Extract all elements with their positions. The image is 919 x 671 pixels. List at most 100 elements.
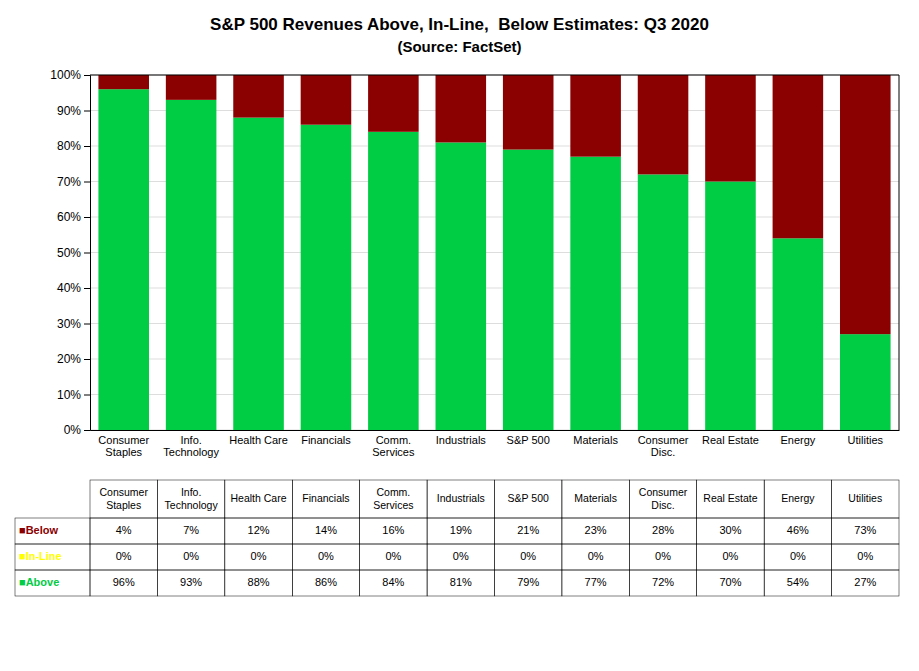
bar (98, 75, 149, 89)
tick: 80% (57, 139, 90, 153)
table-value: 0% (655, 550, 671, 562)
table-cell (427, 570, 494, 596)
bar (570, 75, 621, 157)
table-value: 54% (787, 576, 809, 588)
bar (705, 182, 756, 431)
tick: Materials (573, 434, 618, 446)
table-header: Real Estate (703, 492, 757, 504)
tick: 30% (57, 317, 90, 331)
y-axis: 0%10%20%30%40%50%60%70%80%90%100% (50, 68, 90, 437)
tick: 50% (57, 246, 90, 260)
tick: Comm.Services (372, 434, 415, 459)
table-value: 28% (652, 524, 674, 536)
table-cell (427, 518, 494, 544)
tick-label: S&P 500 (507, 434, 550, 446)
bar (368, 132, 419, 430)
table-value: 73% (854, 524, 876, 536)
bar (503, 150, 554, 430)
bar (503, 75, 554, 150)
table-value: 0% (183, 550, 199, 562)
table-value: 0% (588, 550, 604, 562)
tick: 70% (57, 175, 90, 189)
table-header: Financials (302, 492, 349, 504)
table-value: 77% (585, 576, 607, 588)
table-cell (15, 544, 90, 570)
table-value: 23% (585, 524, 607, 536)
table-cell (562, 518, 629, 544)
table-header: Comm.Services (373, 485, 413, 510)
bar (840, 75, 891, 334)
tick-label: 30% (57, 317, 81, 331)
table-value: 96% (113, 576, 135, 588)
tick: 10% (57, 388, 90, 402)
table-cell (697, 518, 764, 544)
subtitle: (Source: FactSet) (397, 38, 521, 55)
table-cell (90, 544, 157, 570)
tick: 100% (50, 68, 90, 82)
table-cell (292, 518, 359, 544)
table-cell (832, 480, 899, 518)
bar (773, 238, 824, 430)
table-cell (225, 570, 292, 596)
table-cell (157, 518, 224, 544)
table-row-label: ■In-Line (19, 550, 62, 562)
table-row-label: ■Above (19, 576, 59, 588)
table-cell (90, 480, 157, 518)
tick-mark (84, 75, 90, 76)
tick: S&P 500 (507, 434, 550, 446)
table-value: 93% (180, 576, 202, 588)
table: ConsumerStaplesInfo.TechnologyHealth Car… (15, 480, 899, 596)
bar (638, 75, 689, 174)
grid-line (90, 75, 899, 76)
chart: S&P 500 Revenues Above, In-Line, Below E… (0, 0, 919, 671)
bar (570, 157, 621, 430)
tick: Info.Technology (163, 434, 219, 459)
bar (233, 118, 284, 430)
tick-label: Energy (780, 434, 815, 446)
table-value: 4% (116, 524, 132, 536)
table-cell (562, 544, 629, 570)
table-cell (697, 570, 764, 596)
bar (436, 142, 487, 430)
table-cell (495, 570, 562, 596)
table-cell (832, 544, 899, 570)
table-value: 81% (450, 576, 472, 588)
table-value: 0% (723, 550, 739, 562)
table-row-label: ■Below (19, 524, 58, 536)
table-cell (562, 570, 629, 596)
tick-label: 10% (57, 388, 81, 402)
table-cell (764, 480, 831, 518)
table-cell (360, 544, 427, 570)
tick-label: 70% (57, 175, 81, 189)
frame (899, 75, 900, 430)
table-header: Materials (574, 492, 617, 504)
tick-mark (84, 359, 90, 360)
table-value: 0% (251, 550, 267, 562)
table-cell (495, 544, 562, 570)
tick-label: Comm.Services (372, 434, 415, 459)
tick-mark (84, 217, 90, 218)
table-cell (292, 544, 359, 570)
table-cell (360, 480, 427, 518)
tick: Energy (780, 434, 815, 446)
tick-label: 60% (57, 210, 81, 224)
table-cell (15, 570, 90, 596)
table-value: 72% (652, 576, 674, 588)
tick-label: Info.Technology (163, 434, 219, 459)
tick-label: ConsumerDisc. (638, 434, 689, 459)
table-cell (629, 544, 696, 570)
table-cell (157, 544, 224, 570)
tick: Industrials (436, 434, 487, 446)
table-cell (225, 480, 292, 518)
tick: Real Estate (702, 434, 759, 446)
table-header: ConsumerStaples (99, 485, 148, 510)
table-header: Energy (781, 492, 815, 504)
table-cell (360, 570, 427, 596)
frame (90, 75, 899, 76)
table-value: 0% (318, 550, 334, 562)
table-cell (157, 480, 224, 518)
table-value: 21% (517, 524, 539, 536)
table-cell (90, 518, 157, 544)
table-cell (225, 518, 292, 544)
bar (301, 125, 352, 430)
